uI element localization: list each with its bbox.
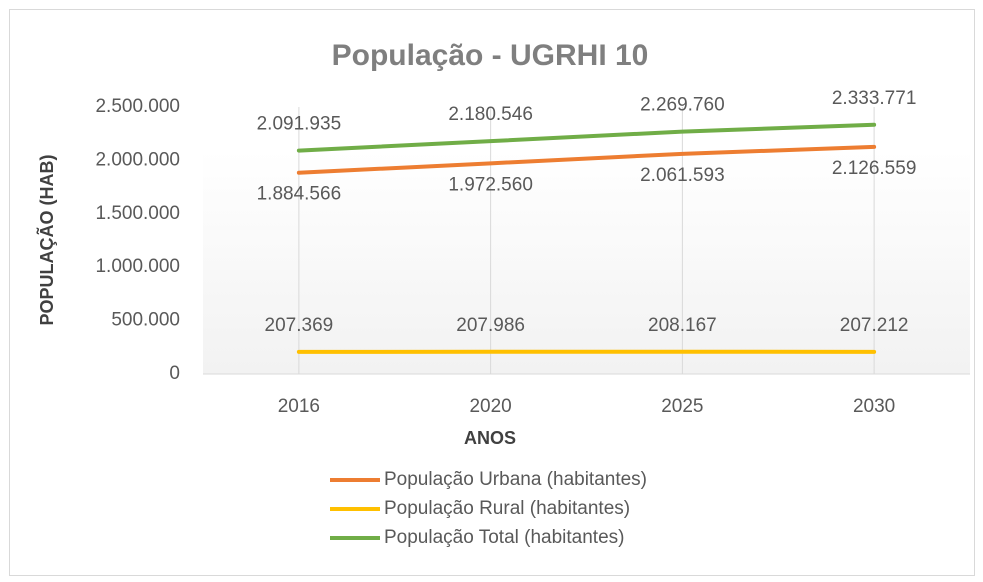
data-label: 1.972.560: [448, 174, 533, 195]
data-label: 207.986: [456, 315, 525, 336]
data-label: 2.333.771: [832, 88, 917, 109]
y-tick-label: 1.500.000: [95, 203, 180, 224]
data-label: 207.212: [840, 315, 909, 336]
legend-label: População Total (habitantes): [384, 527, 624, 548]
y-tick-label: 1.000.000: [95, 256, 180, 277]
line-series: [296, 144, 877, 175]
legend-label: População Urbana (habitantes): [384, 469, 647, 490]
chart-title: População - UGRHI 10: [332, 39, 649, 72]
y-tick-label: 2.500.000: [95, 96, 180, 117]
x-tick-label: 2025: [661, 396, 703, 417]
data-label: 207.369: [265, 315, 334, 336]
data-label: 2.180.546: [448, 104, 533, 125]
plot-background: [203, 150, 970, 374]
x-tick-label: 2030: [853, 396, 895, 417]
x-tick-label: 2016: [278, 396, 320, 417]
legend-label: População Rural (habitantes): [384, 498, 630, 519]
data-label: 1.884.566: [257, 184, 342, 205]
line-series: [296, 122, 877, 153]
y-tick-label: 2.000.000: [95, 149, 180, 170]
data-label: 2.269.760: [640, 95, 725, 116]
y-tick-label: 500.000: [111, 310, 180, 331]
y-axis-title: POPULAÇÃO (HAB): [36, 155, 57, 326]
data-label: 2.126.559: [832, 158, 917, 179]
data-label: 2.061.593: [640, 165, 725, 186]
x-axis-title: ANOS: [464, 428, 516, 448]
y-tick-label: 0: [169, 363, 180, 384]
data-label: 208.167: [648, 315, 717, 336]
x-tick-label: 2020: [469, 396, 511, 417]
data-label: 2.091.935: [257, 114, 342, 135]
